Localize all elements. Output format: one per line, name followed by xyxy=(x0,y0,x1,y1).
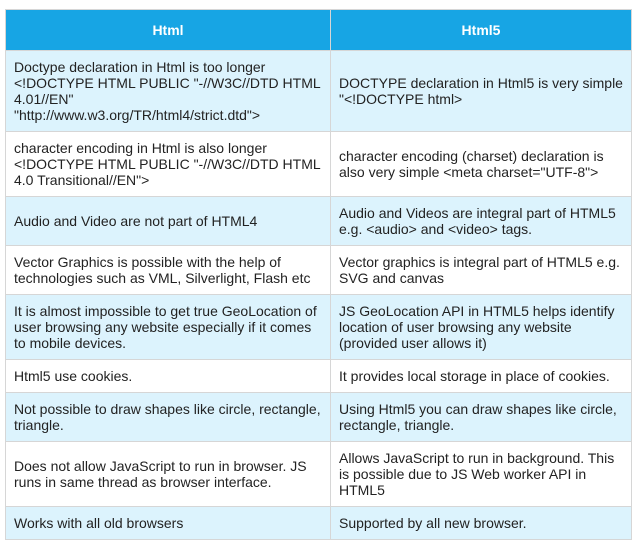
table-row: character encoding in Html is also longe… xyxy=(5,131,632,197)
table-row: Html5 use cookies. It provides local sto… xyxy=(5,359,632,393)
table-row: Doctype declaration in Html is too longe… xyxy=(5,50,632,132)
table-cell-html5: DOCTYPE declaration in Html5 is very sim… xyxy=(330,50,632,132)
table-cell-html5: Supported by all new browser. xyxy=(330,506,632,540)
table-cell-html: Does not allow JavaScript to run in brow… xyxy=(5,441,331,507)
table-header: Html Html5 xyxy=(5,9,632,51)
comparison-table-container: Html Html5 Doctype declaration in Html i… xyxy=(5,9,632,540)
table-cell-html5: Vector graphics is integral part of HTML… xyxy=(330,245,632,295)
table-row: Not possible to draw shapes like circle,… xyxy=(5,392,632,442)
header-row: Html Html5 xyxy=(5,9,632,51)
table-cell-html: Not possible to draw shapes like circle,… xyxy=(5,392,331,442)
table-cell-html5: It provides local storage in place of co… xyxy=(330,359,632,393)
table-row: Works with all old browsers Supported by… xyxy=(5,506,632,540)
table-row: It is almost impossible to get true GeoL… xyxy=(5,294,632,360)
table-row: Does not allow JavaScript to run in brow… xyxy=(5,441,632,507)
table-cell-html: character encoding in Html is also longe… xyxy=(5,131,331,197)
table-row: Audio and Video are not part of HTML4 Au… xyxy=(5,196,632,246)
comparison-table: Html Html5 Doctype declaration in Html i… xyxy=(5,9,632,540)
table-cell-html5: Allows JavaScript to run in background. … xyxy=(330,441,632,507)
table-cell-html: Vector Graphics is possible with the hel… xyxy=(5,245,331,295)
table-cell-html: Works with all old browsers xyxy=(5,506,331,540)
table-cell-html: It is almost impossible to get true GeoL… xyxy=(5,294,331,360)
table-cell-html: Doctype declaration in Html is too longe… xyxy=(5,50,331,132)
column-header-html5: Html5 xyxy=(330,9,632,51)
table-cell-html5: character encoding (charset) declaration… xyxy=(330,131,632,197)
table-row: Vector Graphics is possible with the hel… xyxy=(5,245,632,295)
table-cell-html: Html5 use cookies. xyxy=(5,359,331,393)
table-body: Doctype declaration in Html is too longe… xyxy=(5,50,632,540)
column-header-html: Html xyxy=(5,9,331,51)
table-cell-html: Audio and Video are not part of HTML4 xyxy=(5,196,331,246)
table-cell-html5: JS GeoLocation API in HTML5 helps identi… xyxy=(330,294,632,360)
table-cell-html5: Using Html5 you can draw shapes like cir… xyxy=(330,392,632,442)
table-cell-html5: Audio and Videos are integral part of HT… xyxy=(330,196,632,246)
